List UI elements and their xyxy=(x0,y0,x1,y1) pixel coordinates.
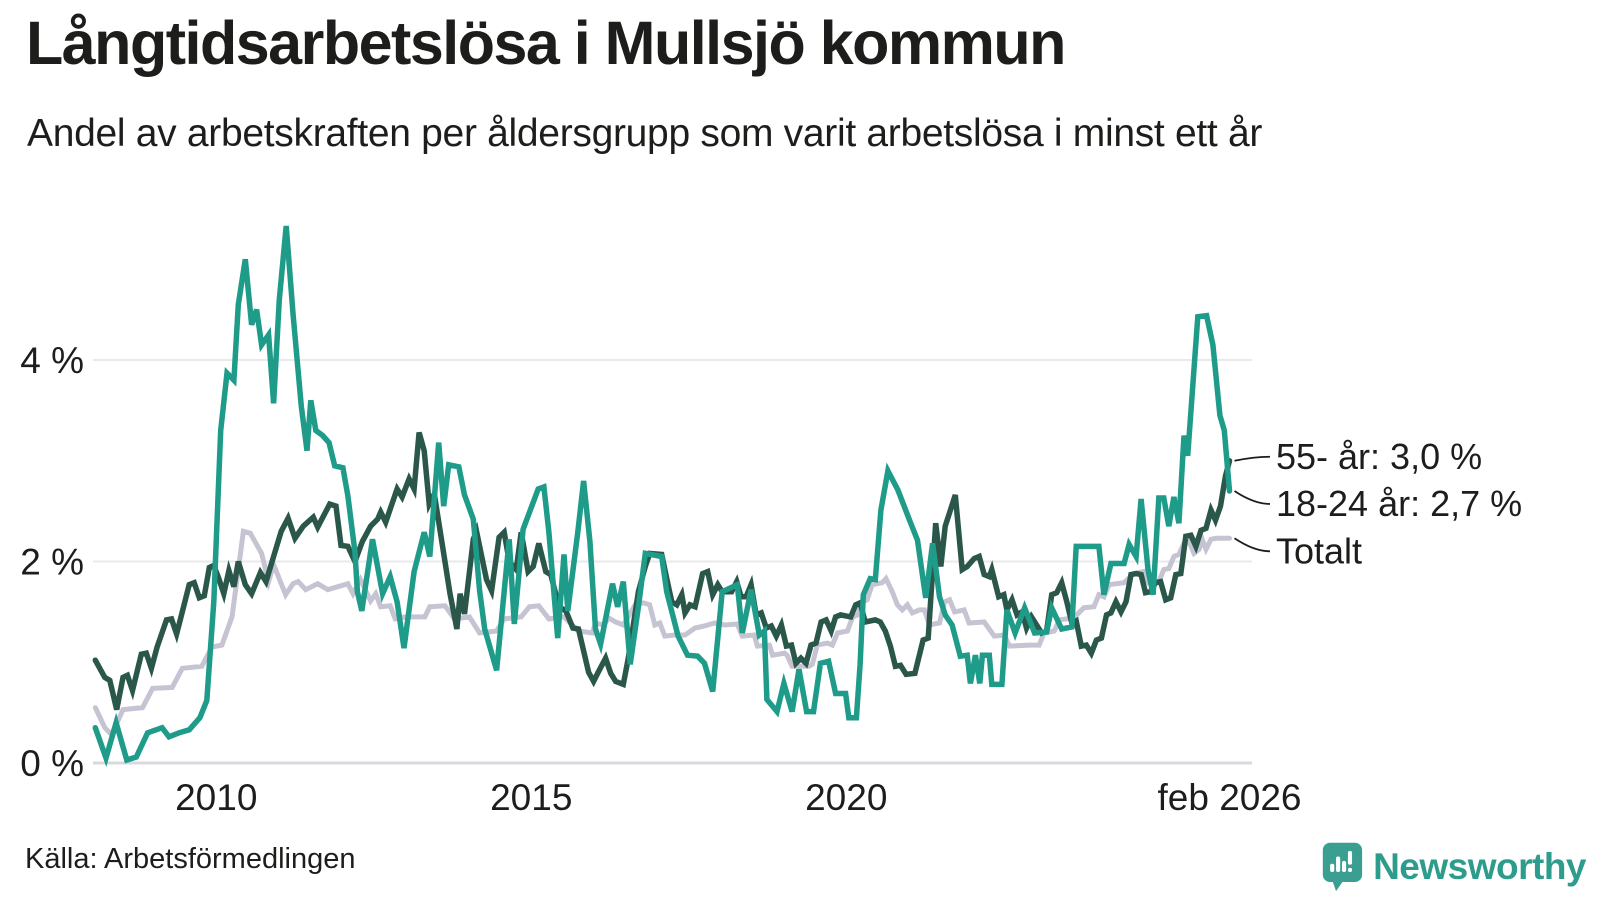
series-line-55--år xyxy=(92,431,1233,711)
page-subtitle: Andel av arbetskraften per åldersgrupp s… xyxy=(27,112,1263,155)
annotation-connector xyxy=(1234,537,1271,553)
y-axis-tick-label: 2 % xyxy=(20,542,84,583)
series-end-labels: 55- år: 3,0 % 18-24 år: 2,7 % Totalt xyxy=(1234,436,1522,571)
gridlines: 0 % 2 % 4 % xyxy=(20,340,1252,784)
x-axis-tick-label: 2010 xyxy=(175,777,257,818)
x-axis: 2010 2015 2020 feb 2026 xyxy=(175,777,1301,818)
annotation-connector xyxy=(1234,455,1271,462)
annotation-connector xyxy=(1234,490,1271,505)
series-line-18-24-år xyxy=(92,225,1233,768)
newsworthy-logo: Newsworthy xyxy=(1320,840,1586,893)
newsworthy-logo-icon xyxy=(1322,842,1363,892)
series-end-label-totalt: Totalt xyxy=(1276,530,1362,571)
page-title: Långtidsarbetslösa i Mullsjö kommun xyxy=(26,9,1066,77)
x-axis-tick-label: 2020 xyxy=(805,777,887,818)
series-end-label-18-24-år: 18-24 år: 2,7 % xyxy=(1276,483,1522,524)
series-line-totalt xyxy=(92,528,1232,740)
source-note: Källa: Arbetsförmedlingen xyxy=(25,843,356,875)
y-axis-tick-label: 0 % xyxy=(20,743,84,784)
x-axis-tick-label: feb 2026 xyxy=(1157,777,1301,818)
y-axis-tick-label: 4 % xyxy=(20,340,84,381)
series-end-label-55--år: 55- år: 3,0 % xyxy=(1276,436,1482,477)
x-axis-tick-label: 2015 xyxy=(490,777,572,818)
newsworthy-logo-text: Newsworthy xyxy=(1373,845,1586,887)
